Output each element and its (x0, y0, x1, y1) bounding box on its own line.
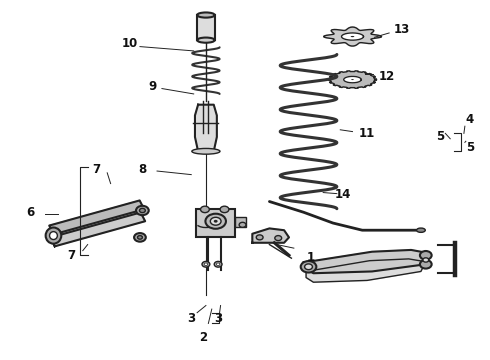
Ellipse shape (134, 233, 146, 242)
Polygon shape (343, 76, 361, 83)
Text: 2: 2 (199, 331, 208, 344)
Polygon shape (342, 33, 364, 40)
Ellipse shape (256, 235, 263, 240)
Text: 10: 10 (122, 37, 138, 50)
Text: 9: 9 (148, 80, 156, 93)
Ellipse shape (192, 148, 220, 154)
Text: 8: 8 (138, 163, 147, 176)
Ellipse shape (220, 206, 229, 213)
Text: 5: 5 (436, 130, 444, 144)
Polygon shape (252, 228, 289, 243)
Text: 12: 12 (379, 69, 395, 82)
Ellipse shape (197, 13, 215, 18)
Ellipse shape (275, 235, 282, 240)
Text: 7: 7 (68, 249, 75, 262)
Polygon shape (49, 211, 145, 246)
Text: 3: 3 (214, 311, 222, 325)
Ellipse shape (416, 228, 425, 232)
Text: 4: 4 (466, 113, 474, 126)
Polygon shape (304, 250, 431, 273)
Ellipse shape (214, 220, 218, 223)
Bar (235, 217, 246, 226)
Ellipse shape (197, 37, 215, 43)
Bar (197, 15, 215, 40)
Ellipse shape (214, 261, 222, 267)
Text: 7: 7 (92, 163, 100, 176)
Text: 3: 3 (187, 311, 196, 325)
Ellipse shape (423, 258, 429, 262)
Ellipse shape (351, 79, 354, 80)
Polygon shape (329, 71, 376, 88)
Ellipse shape (351, 36, 354, 37)
Text: 14: 14 (335, 188, 351, 201)
Ellipse shape (239, 222, 246, 227)
Polygon shape (49, 201, 145, 236)
Ellipse shape (202, 261, 210, 267)
Bar (196, 209, 235, 237)
Ellipse shape (204, 263, 208, 266)
Ellipse shape (46, 228, 61, 244)
Ellipse shape (305, 264, 313, 270)
Ellipse shape (420, 260, 432, 269)
Ellipse shape (420, 251, 432, 260)
Polygon shape (195, 105, 217, 151)
Polygon shape (306, 259, 426, 282)
Ellipse shape (49, 231, 57, 239)
Text: 6: 6 (26, 206, 34, 219)
Ellipse shape (200, 206, 209, 213)
Ellipse shape (205, 214, 226, 229)
Polygon shape (324, 27, 381, 46)
Text: 5: 5 (466, 141, 474, 154)
Ellipse shape (217, 263, 220, 266)
Text: 1: 1 (307, 251, 315, 264)
Ellipse shape (136, 206, 149, 215)
Ellipse shape (138, 235, 143, 239)
Ellipse shape (140, 208, 146, 213)
Ellipse shape (210, 217, 221, 225)
Text: 13: 13 (393, 23, 410, 36)
Text: 11: 11 (359, 127, 375, 140)
Ellipse shape (301, 261, 317, 273)
